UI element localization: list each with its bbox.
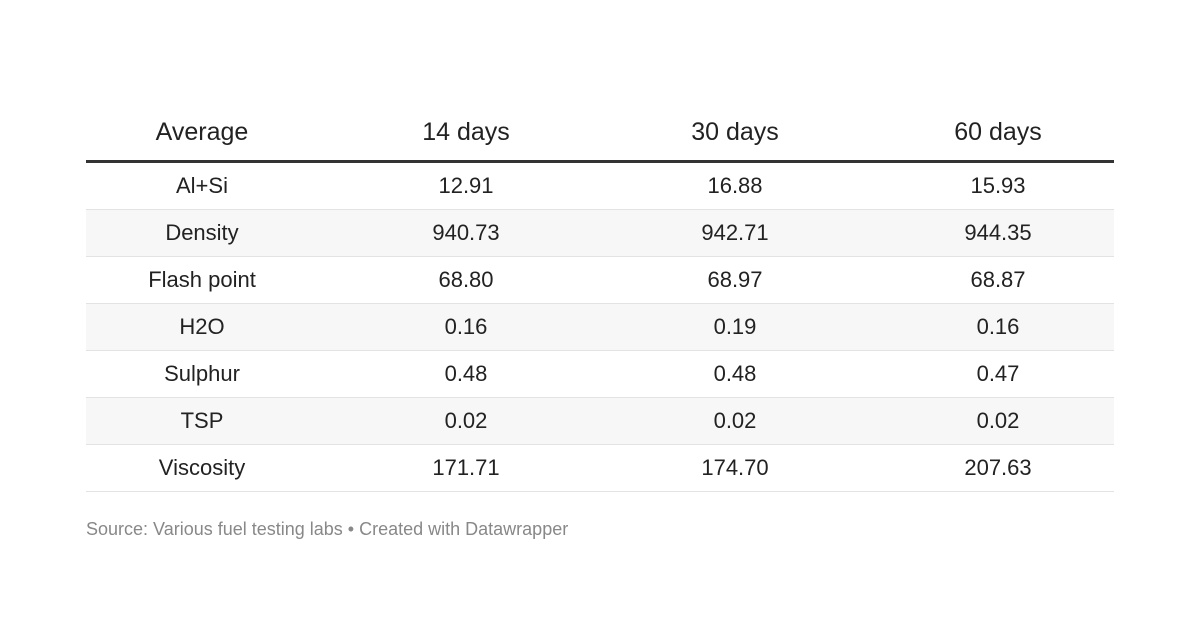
table-cell: 68.80 — [438, 267, 494, 292]
header-row: Average 14 days 30 days 60 days — [86, 108, 1114, 163]
table: Average 14 days 30 days 60 days Al+Si 12.91 16… — [86, 108, 1114, 492]
table-row: Viscosity 171.71 174.70 207.63 — [86, 445, 1114, 492]
table-cell: H2O — [179, 314, 225, 339]
table-cell: TSP — [180, 408, 224, 433]
header-cell: 30 days — [691, 118, 779, 146]
table-cell: 0.16 — [976, 314, 1020, 339]
table-cell: 171.71 — [432, 455, 500, 480]
table-cell: 68.97 — [707, 267, 763, 292]
footer: Source: Various fuel testing labs • Crea… — [86, 519, 569, 539]
table-cell: Density — [165, 220, 239, 245]
table-cell: 0.47 — [976, 361, 1020, 386]
table-cell: Flash point — [148, 267, 256, 292]
table-row: Flash point 68.80 68.97 68.87 — [86, 257, 1114, 304]
table-cell: 12.91 — [438, 173, 494, 198]
table-row: Sulphur 0.48 0.48 0.47 — [86, 351, 1114, 398]
table-row: Density 940.73 942.71 944.35 — [86, 210, 1114, 257]
table-cell: Sulphur — [164, 361, 240, 386]
table-cell: 0.48 — [444, 361, 488, 386]
table-cell: 940.73 — [432, 220, 500, 245]
table-row: Al+Si 12.91 16.88 15.93 — [86, 163, 1114, 210]
table-cell: 0.16 — [444, 314, 488, 339]
header-cell: 14 days — [422, 118, 510, 146]
table-cell: Al+Si — [176, 173, 228, 198]
table-cell: 0.02 — [444, 408, 488, 433]
table-cell: 207.63 — [964, 455, 1032, 480]
table-cell: 0.02 — [713, 408, 757, 433]
table-row: H2O 0.16 0.19 0.16 — [86, 304, 1114, 351]
table-cell: 174.70 — [701, 455, 769, 480]
table-cell: Viscosity — [158, 455, 246, 480]
table-cell: 944.35 — [964, 220, 1032, 245]
table-row: TSP 0.02 0.02 0.02 — [86, 398, 1114, 445]
table-cell: 0.48 — [713, 361, 757, 386]
table-cell: 15.93 — [970, 173, 1026, 198]
header-cell: 60 days — [954, 118, 1042, 146]
table-cell: 68.87 — [970, 267, 1026, 292]
table-cell: 0.02 — [976, 408, 1020, 433]
table-cell: 942.71 — [701, 220, 769, 245]
table-cell: 16.88 — [707, 173, 763, 198]
table-cell: 0.19 — [713, 314, 757, 339]
header-cell: Average — [155, 118, 249, 146]
